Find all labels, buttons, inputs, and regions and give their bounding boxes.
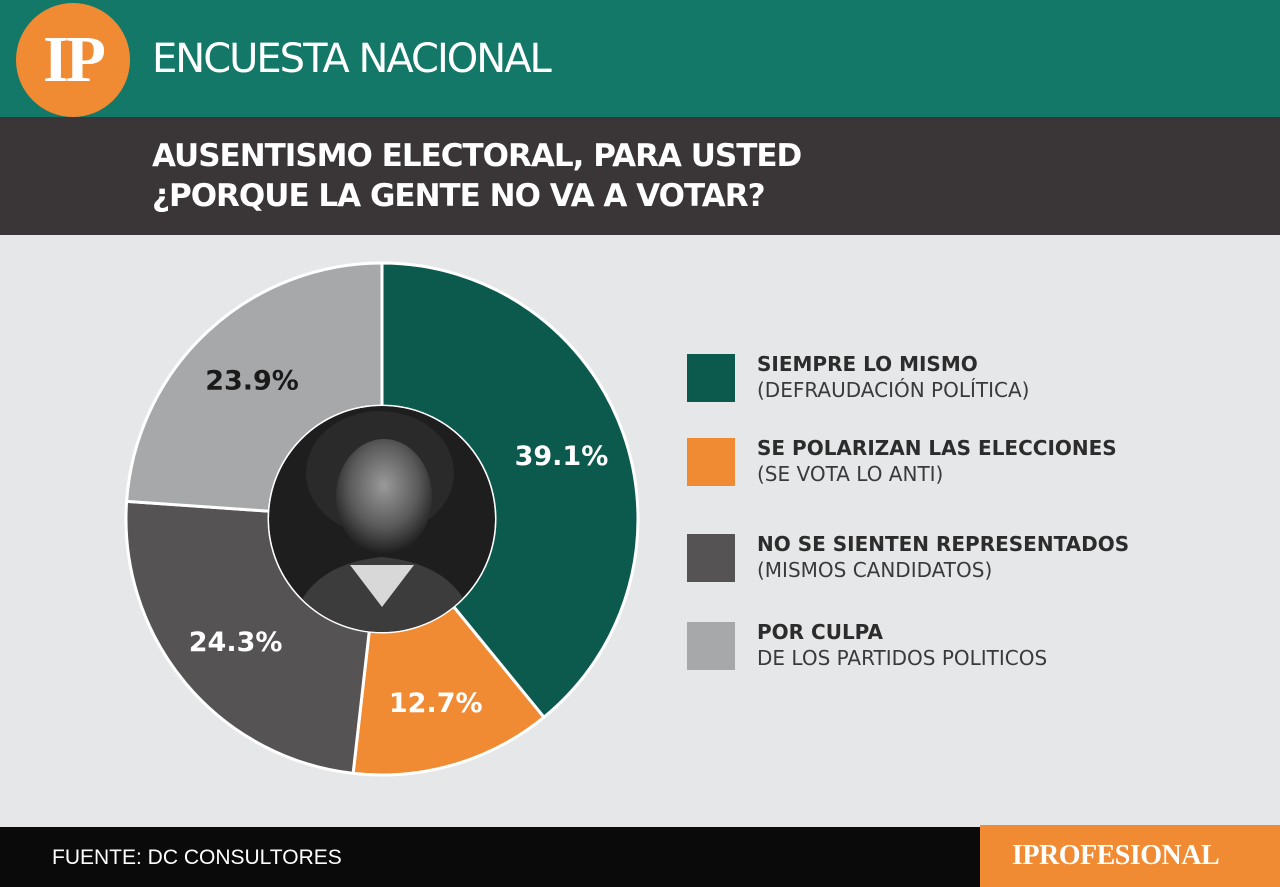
legend-sublabel: DE LOS PARTIDOS POLITICOS (757, 646, 1048, 670)
legend-item-no-se-sienten: NO SE SIENTEN REPRESENTADOS (MISMOS CAND… (687, 532, 1167, 582)
legend-item-se-polarizan: SE POLARIZAN LAS ELECCIONES (SE VOTA LO … (687, 436, 1167, 486)
question-band (0, 117, 1280, 235)
donut-chart: 39.1% 12.7% 24.3% 23.9% (124, 261, 640, 777)
legend-swatch-light-gray (687, 622, 735, 670)
logo-text: IP (43, 23, 106, 96)
source-note: FUENTE: DC CONSULTORES (52, 846, 342, 869)
legend-swatch-dark-gray (687, 534, 735, 582)
legend-label: SE POLARIZAN LAS ELECCIONES (757, 436, 1117, 460)
portrait-face (336, 439, 432, 555)
slice-value-label: 23.9% (205, 366, 299, 397)
legend-swatch-orange (687, 438, 735, 486)
legend-label: NO SE SIENTEN REPRESENTADOS (757, 532, 1130, 556)
slice-value-label: 24.3% (189, 627, 283, 658)
slice-value-label: 39.1% (515, 441, 609, 472)
legend-label: SIEMPRE LO MISMO (757, 352, 978, 376)
question-title: AUSENTISMO ELECTORAL, PARA USTED ¿PORQUE… (152, 136, 802, 216)
legend-label: POR CULPA (757, 620, 883, 644)
header-title-band (0, 0, 1280, 117)
brand-logo: IPROFESIONAL (1012, 840, 1220, 871)
legend-sublabel: (DEFRAUDACIÓN POLÍTICA) (757, 378, 1030, 402)
portrait-collar (350, 565, 414, 607)
question-line-1: AUSENTISMO ELECTORAL, PARA USTED (152, 138, 802, 174)
question-line-2: ¿PORQUE LA GENTE NO VA A VOTAR? (152, 178, 766, 214)
legend-sublabel: (MISMOS CANDIDATOS) (757, 558, 993, 582)
section-title: ENCUESTA NACIONAL (152, 36, 552, 82)
legend-item-por-culpa: POR CULPA DE LOS PARTIDOS POLITICOS (687, 620, 1167, 670)
legend-item-siempre-lo-mismo: SIEMPRE LO MISMO (DEFRAUDACIÓN POLÍTICA) (687, 352, 1167, 402)
brand-box (980, 825, 1280, 887)
slice-value-label: 12.7% (389, 688, 483, 719)
ip-logo: IP (16, 3, 130, 117)
legend-swatch-green (687, 354, 735, 402)
center-photo (269, 406, 495, 632)
legend-sublabel: (SE VOTA LO ANTI) (757, 462, 944, 486)
